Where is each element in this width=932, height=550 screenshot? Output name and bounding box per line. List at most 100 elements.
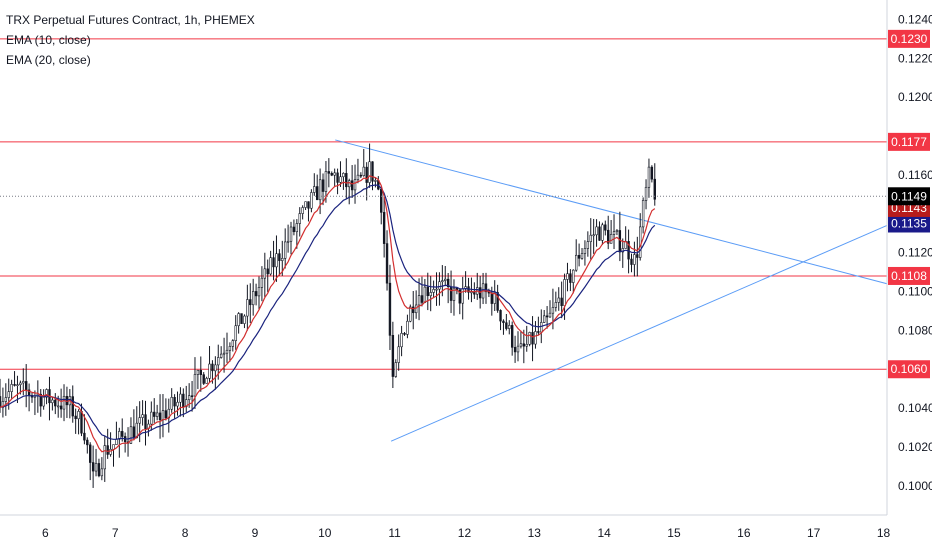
candle-body [636,254,639,258]
level-badge-2-bg [888,266,930,285]
candle-body [269,257,272,275]
candle-body [586,241,590,249]
candle-body [353,179,357,191]
candle-body [554,302,558,308]
candle-body [604,224,607,231]
candle-body [641,200,645,228]
ema20-legend[interactable]: EMA (20, close) [6,53,91,67]
candle-body [237,313,240,327]
candle-body [516,345,520,353]
symbol-title[interactable]: TRX Perpetual Futures Contract, 1h, PHEM… [6,13,255,27]
candle-body [243,315,246,324]
candle-body [164,410,168,419]
last-price-badge: 0.1149 [891,189,927,203]
candle-body [382,212,386,244]
candle-body [612,231,616,235]
candle-body [193,374,197,397]
candle-body [505,322,508,329]
level-badge-3-bg [888,360,930,379]
candle-body [57,405,60,408]
candle-body [42,396,45,407]
ema20-badge-bg [888,214,930,233]
candle-body [647,166,651,188]
candle-body [394,362,397,377]
candle-body [580,253,584,259]
candle-body [80,411,83,434]
candle-body [196,369,200,375]
candle-body [129,426,133,444]
candle-body [348,180,351,188]
candle-body [266,268,269,275]
candle-body [4,397,8,402]
candle-body [441,280,444,283]
price-axis[interactable]: 0.1240 0.1220 0.1200 0.1160 0.1120 0.1100 0.10… [898,12,932,492]
candle-body [583,248,587,254]
price-tick-6: 0.1080 [898,323,932,337]
price-tick-0: 0.1240 [898,12,932,26]
candle-body [537,331,540,333]
price-tick-7: 0.1040 [898,401,932,415]
candle-body [380,188,383,213]
candle-body [153,411,156,417]
candle-body [496,292,499,311]
candle-body [368,161,371,183]
ema10-legend[interactable]: EMA (10, close) [6,33,91,47]
candle-body [513,347,517,353]
candle-body [170,397,173,410]
candle-body [115,438,118,445]
candle-body [112,444,115,450]
candle-body [420,295,424,303]
candle-body [356,174,360,180]
level-badge-2: 0.1108 [891,269,927,283]
time-axis[interactable]: 6 7 8 9 10 11 12 13 14 15 16 17 18 [42,526,890,540]
candle-body [144,414,147,430]
chart-legend: TRX Perpetual Futures Contract, 1h, PHEM… [6,10,255,70]
candle-body [540,322,543,333]
candle-body [557,297,560,303]
candle-body [484,283,488,293]
candle-body [307,201,310,209]
level-badge-1: 0.1177 [891,135,927,149]
level-badge-0: 0.1230 [891,32,928,46]
candle-body [493,292,496,304]
time-tick-7: 13 [528,526,542,540]
last-price-badge-bg [888,187,930,206]
trendline-0 [335,139,888,285]
candle-body [391,335,395,377]
candle-body [135,422,138,439]
candle-body [292,226,296,233]
candle-body [388,282,392,336]
candle-body [595,226,598,236]
candle-body [94,463,98,472]
candle-body [59,405,63,410]
candle-body [214,364,217,372]
price-badges: 0.12300.11770.11080.10600.11350.11430.11… [888,29,930,379]
candle-body [644,186,648,201]
candle-body [89,444,92,463]
candle-body [409,306,412,322]
candle-body [499,310,502,322]
candle-body [519,343,523,347]
candle-body [350,180,354,191]
candle-body [185,399,188,408]
candle-body [199,369,202,375]
candle-body [653,178,656,200]
candle-body [77,411,80,420]
candle-body [330,173,333,176]
candle-body [176,401,179,407]
candle-body [54,399,57,407]
candle-body [534,331,537,345]
price-tick-9: 0.1000 [898,479,932,493]
candle-body [0,396,2,408]
candle-body [19,382,22,385]
time-tick-5: 11 [388,526,401,540]
candle-body [458,289,461,304]
candle-body [155,412,159,417]
level-badge-0-bg [888,29,930,48]
candle-body [412,306,415,314]
candle-body [109,448,112,455]
candle-body [589,234,592,242]
candle-body [444,278,447,281]
candle-body [254,291,258,297]
